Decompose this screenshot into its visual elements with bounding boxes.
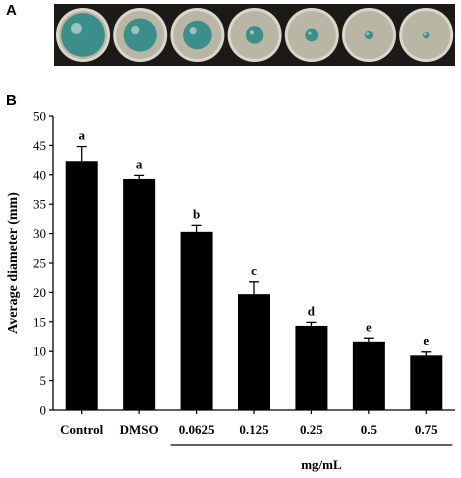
petri-dish (342, 8, 396, 62)
significance-letter: c (251, 263, 257, 278)
y-axis: 0 5 10 15 20 25 30 35 40 45 50 (33, 109, 54, 418)
category-label: 0.5 (361, 422, 378, 437)
petri-dish-row (56, 8, 454, 62)
petri-dish (284, 8, 339, 62)
significance-letter: a (78, 128, 85, 143)
bars-group (65, 145, 443, 410)
petri-dish (399, 8, 454, 62)
significance-letter: d (308, 303, 316, 318)
y-tick-label: 15 (33, 314, 46, 329)
y-tick-label: 0 (40, 403, 47, 418)
panel-label-a: A (6, 2, 17, 19)
colony-highlight (249, 30, 255, 35)
y-tick-label: 45 (33, 138, 46, 153)
bar (123, 178, 156, 410)
bar (352, 341, 385, 410)
y-tick-label: 10 (33, 344, 46, 359)
colony-highlight (423, 32, 427, 36)
bar (180, 231, 213, 410)
panel-label-b: B (6, 92, 17, 109)
category-label: 0.125 (239, 422, 269, 437)
y-tick-label: 30 (33, 226, 46, 241)
y-tick-label: 25 (33, 256, 46, 271)
y-tick-label: 5 (40, 373, 47, 388)
category-label: 0.75 (415, 422, 438, 437)
petri-dish (227, 8, 282, 62)
category-label: Control (60, 422, 103, 437)
unit-label: mg/mL (301, 457, 342, 472)
fungal-colony (61, 13, 105, 57)
category-label: 0.0625 (179, 422, 215, 437)
petri-dish-photo (54, 4, 455, 66)
fungal-colony (183, 20, 212, 50)
y-tick-label: 50 (33, 109, 46, 124)
petri-dish (170, 8, 225, 62)
significance-letter: e (423, 333, 429, 348)
y-tick-label: 35 (33, 197, 46, 212)
petri-dish (113, 8, 168, 62)
bar (295, 325, 328, 410)
fungal-colony (245, 26, 264, 44)
colony-highlight (308, 31, 312, 35)
colony-highlight (131, 25, 140, 35)
petri-dish (56, 8, 110, 62)
significance-letter: a (136, 156, 143, 171)
category-label: 0.25 (300, 422, 323, 437)
bar (410, 355, 443, 410)
fungal-colony (305, 28, 319, 42)
labels-group: a Control a DMSO b 0.0625 c 0.125 d 0.25 e 0.5 e 0.75 (60, 128, 438, 437)
colony-highlight (189, 27, 197, 35)
y-tick-label: 40 (33, 167, 46, 182)
bar (238, 294, 270, 410)
y-axis-title: Average diameter (mm) (6, 192, 21, 334)
y-tick-label: 20 (33, 285, 46, 300)
significance-letter: b (193, 206, 200, 221)
category-label: DMSO (120, 422, 159, 437)
bar (65, 161, 98, 410)
colony-highlight (70, 22, 82, 34)
significance-letter: e (366, 319, 372, 334)
x-axis (53, 409, 455, 414)
fungal-colony (123, 18, 157, 52)
colony-highlight (366, 32, 370, 36)
